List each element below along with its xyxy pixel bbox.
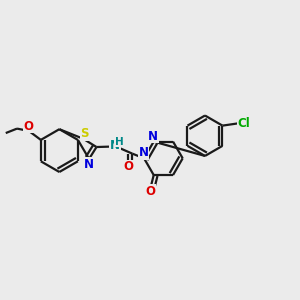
- Text: N: N: [139, 146, 148, 160]
- Text: O: O: [23, 120, 33, 133]
- Text: N: N: [148, 130, 158, 143]
- Text: N: N: [110, 139, 120, 152]
- Text: S: S: [80, 128, 89, 140]
- Text: N: N: [84, 158, 94, 171]
- Text: H: H: [115, 137, 124, 147]
- Text: O: O: [123, 160, 133, 173]
- Text: Cl: Cl: [238, 117, 250, 130]
- Text: O: O: [145, 184, 155, 198]
